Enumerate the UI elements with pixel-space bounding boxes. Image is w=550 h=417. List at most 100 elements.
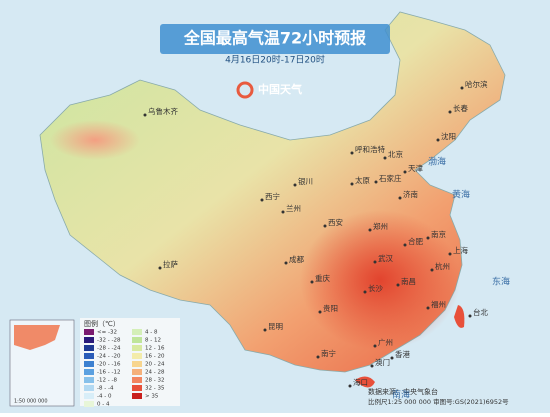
city-label: 西安 [328, 217, 343, 227]
city-label: 台北 [473, 307, 488, 317]
hainan-island [355, 376, 375, 388]
city-dot [468, 314, 472, 318]
hot-area [300, 210, 460, 350]
logo-icon [236, 81, 254, 99]
legend-swatch [132, 361, 142, 367]
city-dot [263, 328, 267, 332]
city-dot [460, 86, 464, 90]
legend-swatch [84, 337, 94, 343]
taiwan-island [454, 305, 465, 328]
legend-swatch [132, 393, 142, 399]
legend-swatch [132, 337, 142, 343]
city-dot [350, 182, 354, 186]
city-dot [316, 355, 320, 359]
city-dot [284, 261, 288, 265]
legend-label: -8 - -4 [97, 386, 114, 392]
city-label: 香港 [395, 349, 410, 359]
city-dot [396, 283, 400, 287]
city-label: 兰州 [286, 203, 301, 213]
city-dot [448, 110, 452, 114]
city-label: 拉萨 [163, 259, 178, 269]
legend-label: -4 - 0 [97, 394, 112, 400]
city-label: 合肥 [408, 236, 423, 246]
legend-box [80, 318, 180, 406]
city-dot [310, 280, 314, 284]
legend-label: 20 - 24 [145, 362, 165, 368]
city-label: 哈尔滨 [465, 79, 488, 89]
legend-swatch [84, 401, 94, 407]
legend-swatch [132, 369, 142, 375]
legend-swatch [132, 385, 142, 391]
title: 全国最高气温72小时预报 [183, 29, 366, 48]
city-label: 呼和浩特 [355, 144, 385, 154]
city-label: 沈阳 [441, 131, 456, 141]
sea-label: 东海 [492, 276, 510, 288]
city-dot [158, 266, 162, 270]
city-label: 银川 [298, 177, 313, 186]
basin-warm-area [50, 120, 140, 160]
city-dot [143, 113, 147, 117]
city-label: 北京 [388, 149, 403, 159]
inset-land [14, 325, 60, 350]
city-label: 成都 [289, 254, 304, 264]
legend-title: 图例（℃） [84, 319, 120, 328]
legend-swatch [132, 345, 142, 351]
legend-swatch [132, 329, 142, 335]
city-dot [436, 138, 440, 142]
city-label: 上海 [453, 245, 468, 255]
logo-text: 中国天气 [258, 82, 302, 96]
city-dot [260, 198, 264, 202]
city-label: 乌鲁木齐 [148, 106, 178, 116]
legend-label: 32 - 35 [145, 386, 165, 392]
city-label: 澳门 [375, 357, 390, 367]
city-label: 杭州 [435, 261, 450, 271]
legend-label: -28 - -24 [97, 346, 121, 352]
city-dot [383, 156, 387, 160]
sea-label: 渤海 [428, 156, 446, 168]
legend-label: -12 - -8 [97, 378, 117, 384]
legend-label: 0 - 4 [97, 402, 110, 408]
sea-label: 南海 [392, 389, 410, 401]
city-label: 太原 [355, 175, 370, 185]
legend-swatch [84, 361, 94, 367]
city-dot [426, 236, 430, 240]
city-dot [363, 290, 367, 294]
legend-label: 24 - 28 [145, 370, 165, 376]
city-dot [368, 228, 372, 232]
legend-label: 12 - 16 [145, 346, 165, 352]
city-label: 海口 [353, 377, 368, 387]
legend-swatch [132, 353, 142, 359]
legend-label: 4 - 8 [145, 330, 158, 336]
legend-swatch [84, 329, 94, 335]
city-dot [390, 356, 394, 360]
subtitle: 4月16日20时-17日20时 [225, 54, 325, 66]
city-dot [398, 196, 402, 200]
city-dot [293, 183, 297, 187]
city-dot [318, 310, 322, 314]
legend-swatch [84, 345, 94, 351]
city-dot [373, 344, 377, 348]
legend-label: <= -32 [97, 330, 117, 336]
city-dot [370, 364, 374, 368]
city-dot [323, 224, 327, 228]
legend-label: -24 - -20 [97, 354, 121, 360]
city-label: 昆明 [268, 322, 283, 331]
legend-label: -16 - -12 [97, 370, 120, 376]
legend-label: -32 - -28 [97, 338, 121, 344]
legend-swatch [84, 393, 94, 399]
title-banner [160, 24, 390, 54]
legend-label: > 35 [145, 394, 159, 400]
legend-swatch [84, 377, 94, 383]
scale-line: 比例尺1:25 000 000 审图号:GS(2021)6952号 [368, 397, 509, 406]
city-label: 贵阳 [323, 303, 338, 313]
city-dot [350, 151, 354, 155]
city-label: 武汉 [378, 253, 393, 263]
city-label: 长春 [453, 103, 468, 113]
legend-swatch [84, 385, 94, 391]
city-dot [281, 210, 285, 214]
legend-label: 8 - 12 [145, 338, 161, 344]
city-label: 福州 [431, 300, 446, 309]
legend-label: 28 - 32 [145, 378, 164, 384]
legend-swatch [132, 377, 142, 383]
